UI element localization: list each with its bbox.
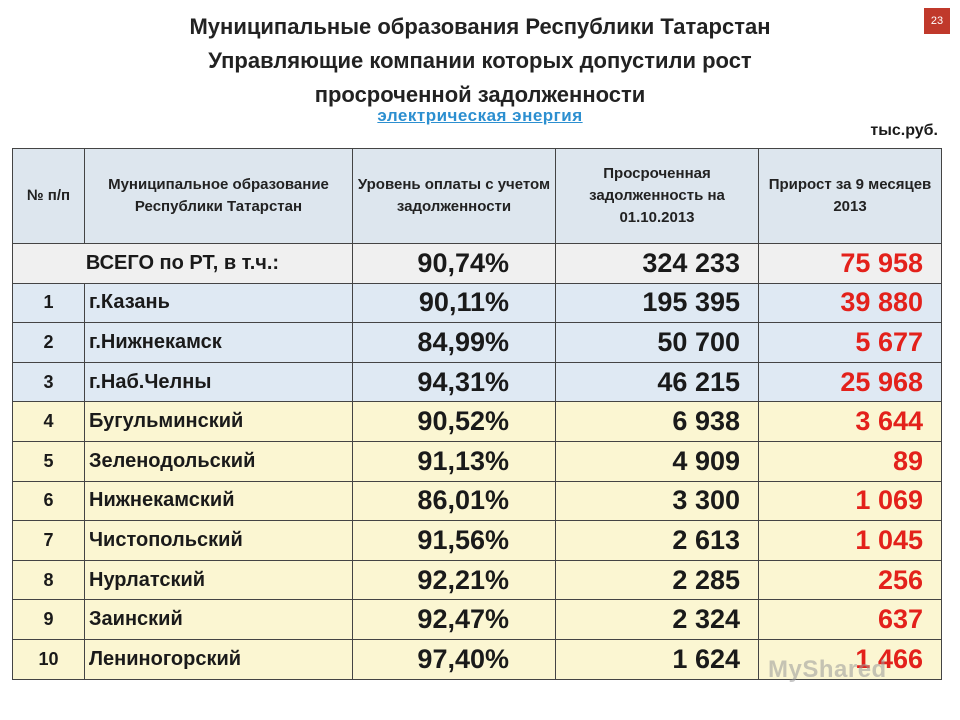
- row-name: г.Казань: [84, 282, 353, 324]
- table-header-row: № п/п Муниципальное образование Республи…: [12, 148, 942, 244]
- row-name: г.Нижнекамск: [84, 322, 353, 363]
- row-growth: 89: [758, 440, 942, 482]
- subtitle: электрическая энергия: [0, 106, 960, 126]
- row-growth: 1 069: [758, 480, 942, 522]
- row-payment: 90,52%: [352, 401, 556, 442]
- table-row: 4 Бугульминский 90,52% 6 938 3 644: [12, 401, 942, 442]
- row-debt: 3 300: [555, 480, 759, 522]
- row-num: 10: [12, 638, 85, 680]
- row-debt: 6 938: [555, 401, 759, 442]
- row-growth: 3 644: [758, 401, 942, 442]
- header-debt: Просроченная задолженность на 01.10.2013: [555, 148, 759, 244]
- row-name: Нижнекамский: [84, 480, 353, 522]
- row-num: 3: [12, 361, 85, 403]
- row-growth: 637: [758, 599, 942, 640]
- table-row: 6 Нижнекамский 86,01% 3 300 1 069: [12, 480, 942, 522]
- subtitle-link[interactable]: электрическая энергия: [377, 106, 583, 125]
- row-growth: 1 045: [758, 520, 942, 561]
- row-num: 6: [12, 480, 85, 522]
- row-payment: 92,21%: [352, 559, 556, 601]
- row-name: Нурлатский: [84, 559, 353, 601]
- table-row: 9 Заинский 92,47% 2 324 637: [12, 599, 942, 640]
- row-growth: 39 880: [758, 282, 942, 324]
- table-row: 1 г.Казань 90,11% 195 395 39 880: [12, 282, 942, 324]
- row-name: Заинский: [84, 599, 353, 640]
- row-num: 7: [12, 520, 85, 561]
- row-name: г.Наб.Челны: [84, 361, 353, 403]
- row-payment: 84,99%: [352, 322, 556, 363]
- row-num: 4: [12, 401, 85, 442]
- table-row: 7 Чистопольский 91,56% 2 613 1 045: [12, 520, 942, 561]
- row-num: 5: [12, 440, 85, 482]
- table-row: 3 г.Наб.Челны 94,31% 46 215 25 968: [12, 361, 942, 403]
- table-row: 10 Лениногорский 97,40% 1 624 1 466: [12, 638, 942, 680]
- row-growth: 1 466: [758, 638, 942, 680]
- row-debt: 50 700: [555, 322, 759, 363]
- header-name: Муниципальное образование Республики Тат…: [84, 148, 353, 244]
- table-row: 8 Нурлатский 92,21% 2 285 256: [12, 559, 942, 601]
- row-name: Зеленодольский: [84, 440, 353, 482]
- row-debt: 2 613: [555, 520, 759, 561]
- row-num: 2: [12, 322, 85, 363]
- total-payment: 90,74%: [352, 243, 556, 284]
- row-growth: 5 677: [758, 322, 942, 363]
- units-label: тыс.руб.: [870, 122, 938, 139]
- row-debt: 1 624: [555, 638, 759, 680]
- row-payment: 92,47%: [352, 599, 556, 640]
- total-label: ВСЕГО по РТ, в т.ч.:: [12, 243, 353, 284]
- slide-number: 23: [924, 8, 950, 34]
- row-debt: 195 395: [555, 282, 759, 324]
- row-payment: 91,56%: [352, 520, 556, 561]
- row-debt: 2 324: [555, 599, 759, 640]
- row-name: Бугульминский: [84, 401, 353, 442]
- table-row-total: ВСЕГО по РТ, в т.ч.: 90,74% 324 233 75 9…: [12, 243, 942, 284]
- watermark-logo: MyShared: [768, 656, 887, 683]
- row-num: 1: [12, 282, 85, 324]
- header-num: № п/п: [12, 148, 85, 244]
- row-growth: 25 968: [758, 361, 942, 403]
- row-payment: 97,40%: [352, 638, 556, 680]
- row-name: Лениногорский: [84, 638, 353, 680]
- row-growth: 256: [758, 559, 942, 601]
- row-payment: 90,11%: [352, 282, 556, 324]
- row-num: 8: [12, 559, 85, 601]
- header-growth: Прирост за 9 месяцев 2013: [758, 148, 942, 244]
- row-name: Чистопольский: [84, 520, 353, 561]
- row-payment: 91,13%: [352, 440, 556, 482]
- row-debt: 2 285: [555, 559, 759, 601]
- debt-table: № п/п Муниципальное образование Республи…: [12, 148, 942, 680]
- total-growth: 75 958: [758, 243, 942, 284]
- table-row: 5 Зеленодольский 91,13% 4 909 89: [12, 440, 942, 482]
- total-debt: 324 233: [555, 243, 759, 284]
- table-row: 2 г.Нижнекамск 84,99% 50 700 5 677: [12, 322, 942, 363]
- row-num: 9: [12, 599, 85, 640]
- header-payment: Уровень оплаты с учетом задолженности: [352, 148, 556, 244]
- row-debt: 4 909: [555, 440, 759, 482]
- title-line-1: Муниципальные образования Республики Тат…: [189, 14, 771, 39]
- title-line-2: Управляющие компании которых допустили р…: [208, 48, 752, 73]
- row-payment: 86,01%: [352, 480, 556, 522]
- row-debt: 46 215: [555, 361, 759, 403]
- title-line-3: просроченной задолженности: [314, 82, 646, 107]
- slide-title: Муниципальные образования Республики Тат…: [60, 10, 900, 112]
- row-payment: 94,31%: [352, 361, 556, 403]
